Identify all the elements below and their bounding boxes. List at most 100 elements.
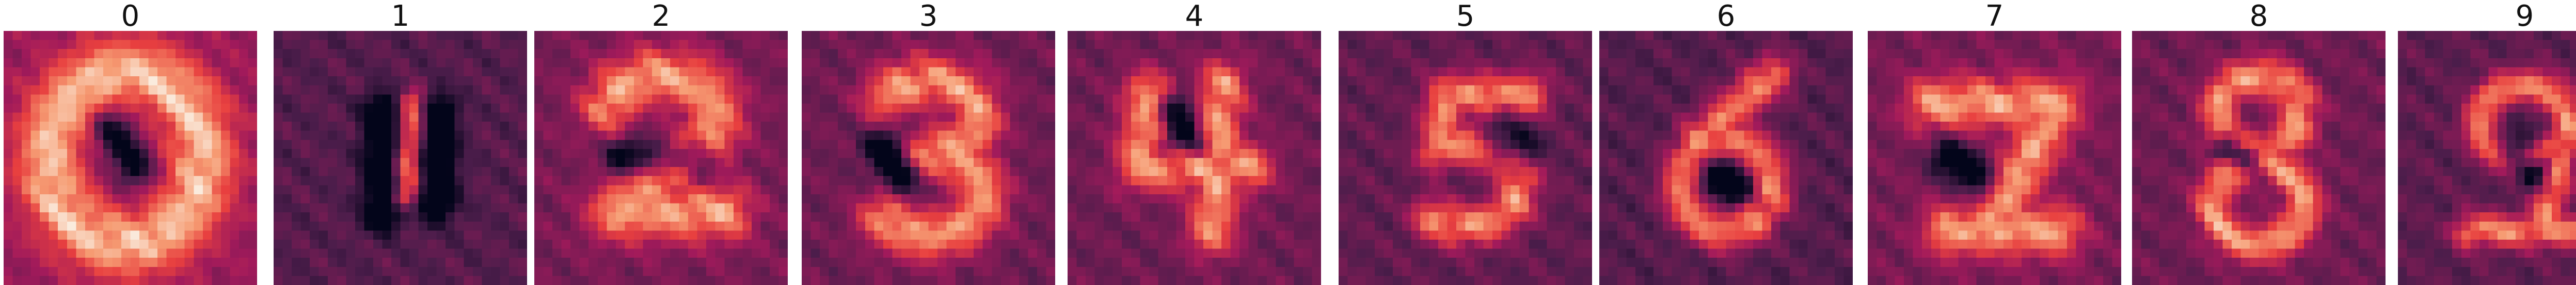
heatmap-cell xyxy=(633,148,643,158)
heatmap-cell xyxy=(292,112,301,122)
heatmap-cell xyxy=(597,176,607,186)
heatmap-cell xyxy=(1537,148,1547,158)
heatmap-cell xyxy=(1167,103,1176,113)
heatmap-cell xyxy=(534,266,544,276)
heatmap-cell xyxy=(1302,221,1312,231)
heatmap-cell xyxy=(901,176,911,186)
heatmap-cell xyxy=(184,112,194,122)
heatmap-cell xyxy=(1037,221,1046,231)
heatmap-cell xyxy=(1230,239,1240,249)
heatmap-cell xyxy=(856,31,866,40)
heatmap-cell xyxy=(1547,176,1556,186)
heatmap-cell xyxy=(883,40,893,49)
heatmap-cell xyxy=(552,258,562,267)
heatmap-cell xyxy=(1807,85,1817,95)
heatmap-cell xyxy=(724,76,734,86)
heatmap-cell xyxy=(937,176,947,186)
heatmap-cell xyxy=(103,158,113,167)
heatmap-cell xyxy=(148,258,158,267)
heatmap-cell xyxy=(409,103,419,113)
heatmap-cell xyxy=(751,148,761,158)
heatmap-cell xyxy=(1176,94,1186,104)
heatmap-cell xyxy=(346,31,356,40)
heatmap-cell xyxy=(769,112,779,122)
heatmap-cell xyxy=(769,230,779,240)
heatmap-cell xyxy=(1284,230,1294,240)
heatmap-cell xyxy=(874,176,884,186)
heatmap-cell xyxy=(130,76,140,86)
heatmap-cell xyxy=(508,266,518,276)
heatmap-cell xyxy=(597,94,607,104)
heatmap-cell xyxy=(1294,230,1303,240)
heatmap-cell xyxy=(1112,248,1122,258)
heatmap-cell xyxy=(589,76,598,86)
heatmap-cell xyxy=(1789,76,1799,86)
heatmap-cell xyxy=(1555,148,1565,158)
heatmap-cell xyxy=(30,130,40,140)
heatmap-cell xyxy=(534,94,544,104)
heatmap-cell xyxy=(1028,276,1038,285)
heatmap-cell xyxy=(1726,58,1736,68)
heatmap-cell xyxy=(1302,148,1312,158)
heatmap-cell xyxy=(1000,185,1010,195)
heatmap-cell xyxy=(661,203,671,213)
heatmap-cell xyxy=(230,203,240,213)
heatmap-cell xyxy=(1194,122,1204,131)
heatmap-cell xyxy=(1690,58,1699,68)
heatmap-cell xyxy=(820,203,829,213)
heatmap-cell xyxy=(382,85,392,95)
heatmap-cell xyxy=(1203,76,1213,86)
heatmap-cell xyxy=(4,158,13,167)
heatmap-cell xyxy=(937,276,947,285)
heatmap-cell xyxy=(1365,130,1375,140)
heatmap-cell xyxy=(1149,194,1158,204)
heatmap-cell xyxy=(482,94,491,104)
heatmap-cell xyxy=(1000,103,1010,113)
heatmap-cell xyxy=(76,140,86,149)
heatmap-cell xyxy=(802,203,811,213)
heatmap-cell xyxy=(1037,67,1046,77)
heatmap-cell xyxy=(552,122,562,131)
heatmap-cell xyxy=(355,266,364,276)
heatmap-cell xyxy=(847,122,856,131)
heatmap-cell xyxy=(1086,230,1095,240)
heatmap-cell xyxy=(1230,49,1240,59)
heatmap-cell xyxy=(212,112,221,122)
heatmap-cell xyxy=(1302,122,1312,131)
heatmap-cell xyxy=(1447,85,1457,95)
heatmap-cell xyxy=(1028,58,1038,68)
heatmap-cell xyxy=(589,221,598,231)
heatmap-cell xyxy=(1465,122,1475,131)
heatmap-cell xyxy=(1565,140,1575,149)
heatmap-cell xyxy=(1474,67,1484,77)
heatmap-cell xyxy=(176,148,185,158)
heatmap-cell xyxy=(1076,85,1086,95)
heatmap-cell xyxy=(1230,67,1240,77)
heatmap-cell xyxy=(534,103,544,113)
heatmap-cell xyxy=(964,203,974,213)
heatmap-cell xyxy=(778,203,788,213)
heatmap-cell xyxy=(919,103,929,113)
heatmap-cell xyxy=(238,85,248,95)
heatmap-cell xyxy=(1122,185,1132,195)
heatmap-cell xyxy=(482,176,491,186)
heatmap-cell xyxy=(847,130,856,140)
heatmap-cell xyxy=(1501,31,1511,40)
heatmap-cell xyxy=(94,158,104,167)
heatmap-cell xyxy=(1716,31,1726,40)
heatmap-cell xyxy=(964,58,974,68)
heatmap-cell xyxy=(706,103,716,113)
heatmap-cell xyxy=(1573,248,1583,258)
heatmap-cell xyxy=(58,230,68,240)
heatmap-cell xyxy=(454,31,464,40)
heatmap-cell xyxy=(892,58,902,68)
heatmap-cell xyxy=(810,185,820,195)
heatmap-cell xyxy=(865,239,874,249)
heatmap-cell xyxy=(12,230,22,240)
heatmap-cell xyxy=(355,230,364,240)
heatmap-cell xyxy=(1203,148,1213,158)
heatmap-cell xyxy=(130,112,140,122)
heatmap-cell xyxy=(561,76,571,86)
heatmap-cell xyxy=(1402,194,1411,204)
heatmap-cell xyxy=(382,221,392,231)
